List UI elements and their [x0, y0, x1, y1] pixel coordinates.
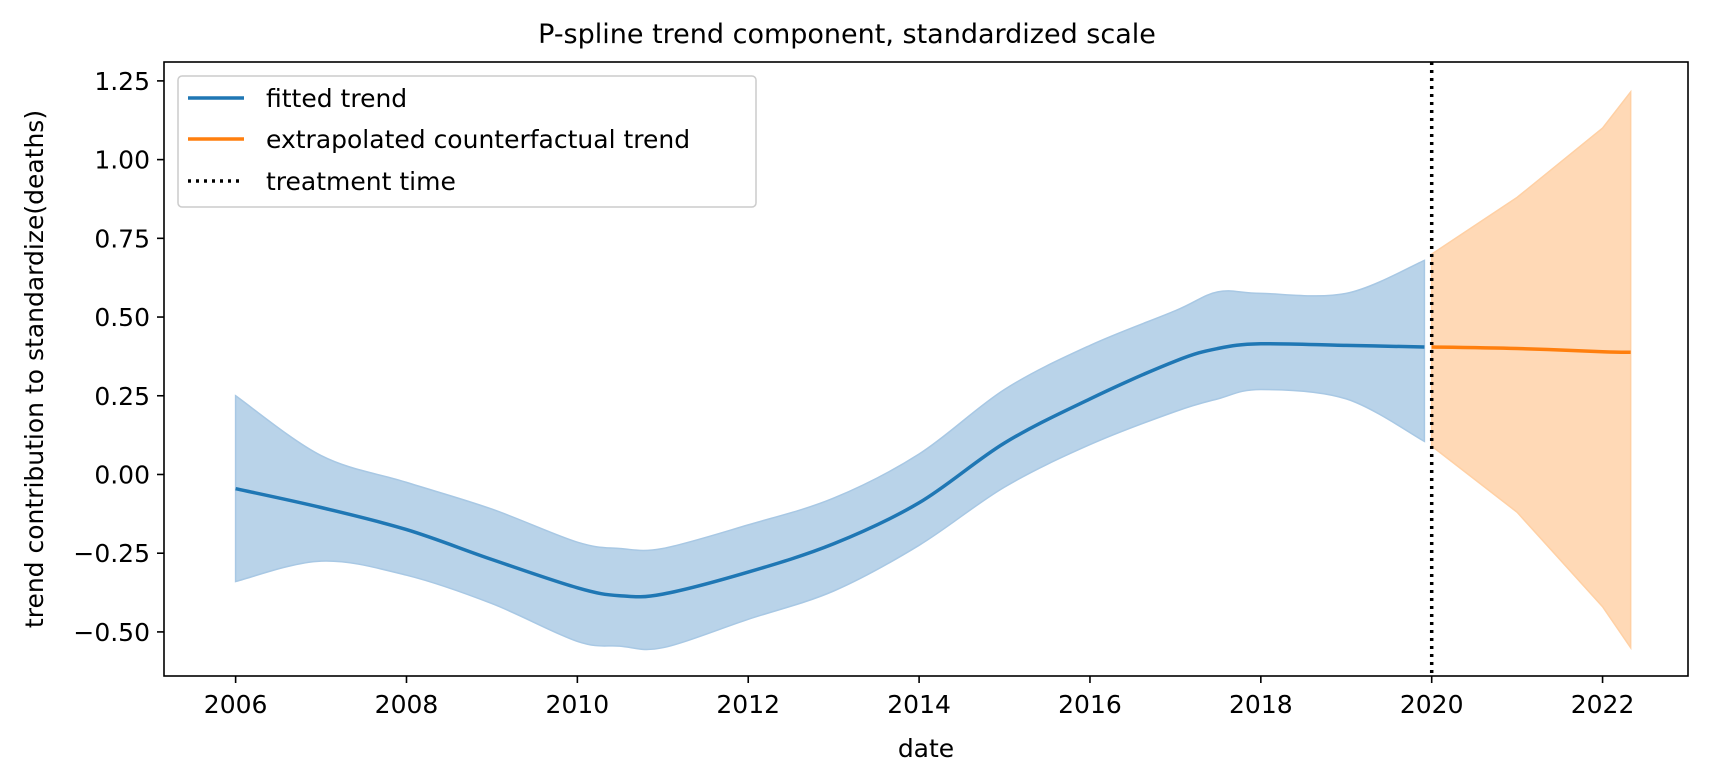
legend-label-fitted: fitted trend [266, 84, 407, 113]
x-tick-label: 2012 [716, 690, 780, 719]
x-tick-label: 2020 [1400, 690, 1464, 719]
x-tick-label: 2008 [375, 690, 439, 719]
legend-label-counterfactual: extrapolated counterfactual trend [266, 125, 690, 154]
x-tick-label: 2014 [887, 690, 951, 719]
x-tick-label: 2016 [1058, 690, 1122, 719]
x-tick-label: 2006 [204, 690, 268, 719]
y-axis-ticks: −0.50 −0.25 0.00 0.25 0.50 0.75 1.00 1.25 [73, 67, 164, 647]
counterfactual-trend-line [1431, 345, 1631, 355]
y-tick-label: 0.25 [94, 382, 150, 411]
x-axis-ticks: 2006 2008 2010 2012 2014 2016 2018 2020 2022 [204, 676, 1635, 719]
trend-lines [235, 62, 1631, 676]
y-tick-label: 0.50 [94, 303, 150, 332]
legend: fitted trend extrapolated counterfactual… [177, 75, 757, 208]
fitted-trend-line [235, 341, 1425, 599]
confidence-bands [234, 89, 1632, 651]
plot-frame [163, 61, 1689, 677]
fitted-trend-band [234, 259, 1426, 651]
x-axis-label: date [898, 734, 954, 763]
legend-label-treatment: treatment time [266, 167, 456, 196]
y-tick-label: 0.75 [94, 224, 150, 253]
legend-box [177, 75, 757, 208]
y-tick-label: −0.25 [73, 539, 150, 568]
y-tick-label: 1.00 [94, 146, 150, 175]
x-tick-label: 2018 [1229, 690, 1293, 719]
x-tick-label: 2010 [546, 690, 610, 719]
chart-title: P-spline trend component, standardized s… [538, 19, 1156, 50]
y-tick-label: 0.00 [94, 460, 150, 489]
x-tick-label: 2022 [1571, 690, 1635, 719]
counterfactual-trend-band [1430, 89, 1632, 651]
y-tick-label: −0.50 [73, 618, 150, 647]
y-tick-label: 1.25 [94, 67, 150, 96]
y-axis-label: trend contribution to standardize(deaths… [20, 110, 49, 628]
